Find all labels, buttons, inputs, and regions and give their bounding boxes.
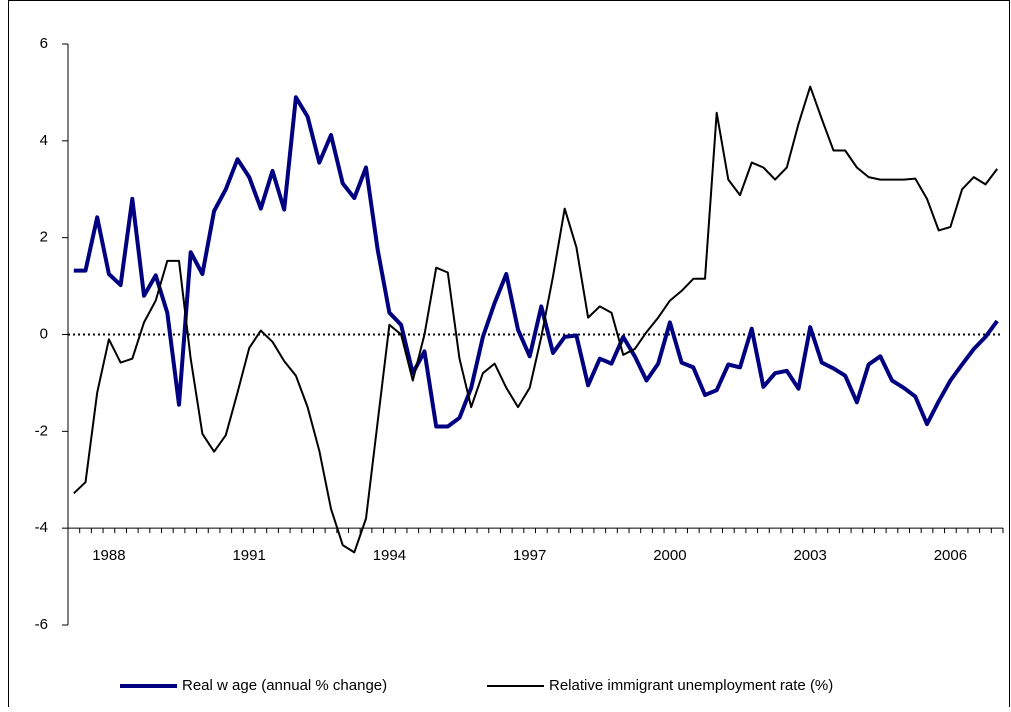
y-tick-label: 0 (40, 325, 48, 342)
x-tick-label: 2006 (934, 547, 967, 564)
y-tick-label: -6 (35, 616, 48, 633)
x-tick-label: 1991 (232, 547, 265, 564)
x-tick-label: 1997 (513, 547, 546, 564)
series-line (73, 95, 999, 429)
y-tick-label: 2 (40, 229, 48, 246)
y-tick-label: -2 (35, 422, 48, 439)
x-tick-label: 1988 (92, 547, 125, 564)
x-tick-label: 2003 (793, 547, 826, 564)
series-line (73, 85, 998, 554)
y-tick-label: 6 (40, 35, 48, 52)
legend-label: Relative immigrant unemployment rate (%) (549, 677, 833, 694)
legend-label: Real w age (annual % change) (182, 677, 387, 694)
y-tick-label: -4 (35, 519, 48, 536)
chart-frame (8, 0, 1010, 712)
x-tick-label: 2000 (653, 547, 686, 564)
y-tick-label: 4 (40, 132, 48, 149)
x-tick-label: 1994 (373, 547, 406, 564)
